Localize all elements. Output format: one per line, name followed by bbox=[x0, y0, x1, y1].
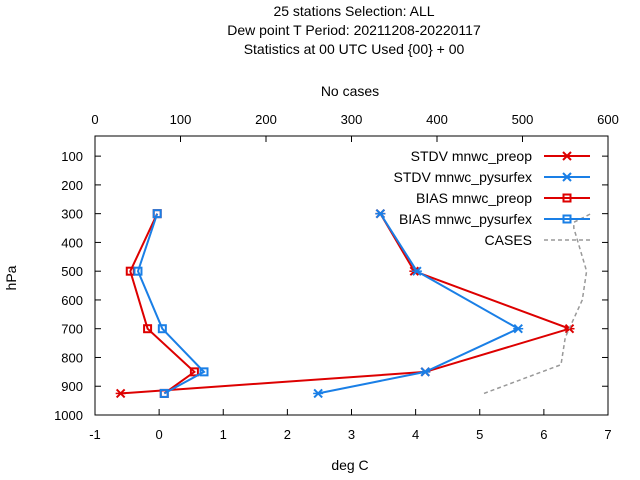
ticks-layer: -1 0 1 2 3 4 5 6 7 0 100 200 300 400 500 600 100 200 300 40… bbox=[54, 112, 619, 442]
series-line bbox=[129, 213, 196, 395]
y-tick-label: 900 bbox=[61, 379, 83, 394]
data-point bbox=[157, 324, 167, 334]
square-marker bbox=[562, 214, 572, 224]
y-tick-label: 1000 bbox=[54, 408, 83, 423]
data-point bbox=[152, 209, 162, 219]
title-line-2: Dew point T Period: 20211208-20220117 bbox=[227, 22, 481, 38]
data-point bbox=[513, 324, 524, 334]
legend-entry: BIAS mnwc_pysurfex bbox=[399, 211, 590, 227]
x-tick-label: -1 bbox=[89, 427, 101, 442]
legend-entry: BIAS mnwc_preop bbox=[416, 190, 590, 206]
legend-label: BIAS mnwc_pysurfex bbox=[399, 211, 532, 227]
y-tick-label: 200 bbox=[61, 178, 83, 193]
data-point bbox=[189, 367, 199, 377]
square-marker bbox=[199, 367, 209, 377]
x-tick-label: 3 bbox=[348, 427, 355, 442]
x-tick-label: 5 bbox=[476, 427, 483, 442]
series-line bbox=[483, 213, 592, 395]
legend-entry: STDV mnwc_preop bbox=[411, 148, 590, 164]
title-line-1: 25 stations Selection: ALL bbox=[273, 3, 434, 19]
data-point bbox=[143, 324, 153, 334]
series-layer bbox=[115, 208, 592, 399]
data-point bbox=[133, 266, 143, 276]
square-marker bbox=[159, 388, 169, 398]
data-point bbox=[199, 367, 209, 377]
x2-axis-label: No cases bbox=[321, 83, 379, 99]
y-tick-label: 600 bbox=[61, 293, 83, 308]
y-tick-label: 800 bbox=[61, 350, 83, 365]
x-tick-label: 7 bbox=[604, 427, 611, 442]
square-marker bbox=[143, 324, 153, 334]
x2-tick-label: 100 bbox=[170, 112, 192, 127]
data-point bbox=[411, 266, 422, 276]
series-line bbox=[136, 213, 206, 395]
x2-tick-label: 600 bbox=[597, 112, 619, 127]
legend-label: BIAS mnwc_preop bbox=[416, 190, 532, 206]
data-point bbox=[115, 388, 126, 399]
square-marker bbox=[152, 209, 162, 219]
title-line-3: Statistics at 00 UTC Used {00} + 00 bbox=[244, 41, 465, 57]
x-tick-label: 6 bbox=[540, 427, 547, 442]
square-marker bbox=[189, 367, 199, 377]
x2-tick-label: 400 bbox=[426, 112, 448, 127]
y-tick-label: 300 bbox=[61, 207, 83, 222]
y-tick-label: 500 bbox=[61, 264, 83, 279]
square-marker bbox=[562, 193, 572, 203]
legend-label: CASES bbox=[485, 232, 532, 248]
x2-tick-label: 0 bbox=[91, 112, 98, 127]
legend-label: STDV mnwc_pysurfex bbox=[394, 169, 532, 185]
x-tick-label: 1 bbox=[220, 427, 227, 442]
data-point bbox=[313, 388, 324, 399]
x-tick-label: 4 bbox=[412, 427, 419, 442]
square-marker bbox=[157, 324, 167, 334]
x2-tick-label: 500 bbox=[512, 112, 534, 127]
x-tick-label: 2 bbox=[284, 427, 291, 442]
x-tick-label: 0 bbox=[156, 427, 163, 442]
series-cases bbox=[483, 213, 592, 395]
series-bias-mnwc-pysurfex bbox=[133, 209, 209, 398]
data-point bbox=[159, 388, 169, 398]
legend-label: STDV mnwc_preop bbox=[411, 148, 533, 164]
legend: STDV mnwc_preop STDV mnwc_pysurfex BIAS mn… bbox=[394, 148, 590, 248]
square-marker bbox=[133, 266, 143, 276]
y-tick-label: 700 bbox=[61, 322, 83, 337]
series-bias-mnwc-preop bbox=[125, 209, 199, 398]
legend-entry: STDV mnwc_pysurfex bbox=[394, 169, 590, 185]
legend-entry: CASES bbox=[485, 232, 590, 248]
x2-tick-label: 200 bbox=[255, 112, 277, 127]
y-axis-label: hPa bbox=[3, 265, 19, 290]
data-point bbox=[375, 208, 386, 219]
series-stdv-mnwc-pysurfex bbox=[313, 208, 524, 399]
data-point bbox=[420, 367, 431, 377]
y-tick-label: 100 bbox=[61, 149, 83, 164]
chart-title: 25 stations Selection: ALL Dew point T P… bbox=[227, 3, 481, 57]
y-tick-label: 400 bbox=[61, 235, 83, 250]
x2-tick-label: 300 bbox=[341, 112, 363, 127]
x-axis-label: deg C bbox=[331, 457, 368, 473]
